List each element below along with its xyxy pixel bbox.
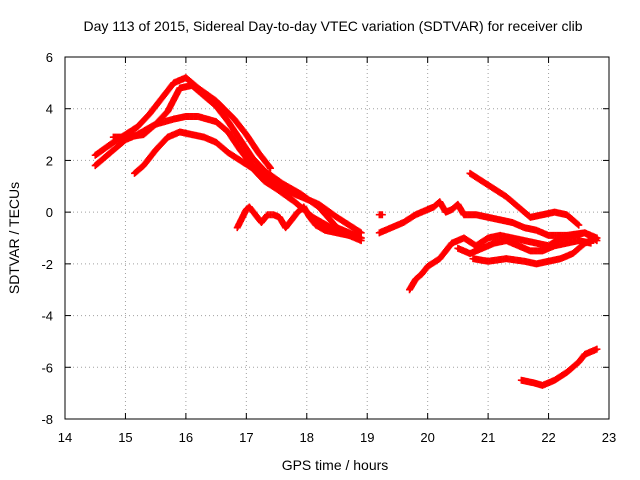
y-tick-label: -2 xyxy=(41,257,53,272)
x-tick-label: 16 xyxy=(179,430,193,445)
x-tick-label: 17 xyxy=(239,430,253,445)
x-tick-label: 14 xyxy=(58,430,72,445)
data-point xyxy=(357,234,365,242)
y-tick-label: 0 xyxy=(46,205,53,220)
y-tick-label: 2 xyxy=(46,153,53,168)
x-tick-label: 19 xyxy=(360,430,374,445)
data-point xyxy=(574,220,582,228)
x-tick-label: 15 xyxy=(118,430,132,445)
x-tick-label: 18 xyxy=(300,430,314,445)
plot-frame xyxy=(64,56,610,420)
series-arc-6 xyxy=(375,211,386,219)
y-axis-ticks: -8 -6 -4 -2 0 2 4 6 xyxy=(41,50,609,427)
x-tick-label: 22 xyxy=(541,430,555,445)
chart-title: Day 113 of 2015, Sidereal Day-to-day VTE… xyxy=(83,18,582,34)
y-axis-label: SDTVAR / TECUs xyxy=(6,182,22,294)
y-tick-label: -6 xyxy=(41,360,53,375)
data-point xyxy=(575,221,583,229)
data-point xyxy=(593,345,601,353)
series-arc-9 xyxy=(406,229,601,294)
series-arc-12 xyxy=(517,345,601,389)
x-axis-label: GPS time / hours xyxy=(282,457,389,473)
x-tick-label: 23 xyxy=(602,430,616,445)
plot-border xyxy=(64,56,610,420)
data-point xyxy=(378,211,386,219)
data-points xyxy=(91,74,601,389)
data-point xyxy=(266,163,274,171)
series-arc-11 xyxy=(469,234,601,268)
series-arc-8 xyxy=(466,169,583,229)
x-tick-label: 21 xyxy=(481,430,495,445)
y-tick-label: -4 xyxy=(41,309,53,324)
data-point xyxy=(267,164,275,172)
y-tick-label: -8 xyxy=(41,412,53,427)
data-point xyxy=(593,234,601,242)
x-tick-label: 20 xyxy=(420,430,434,445)
x-axis-ticks: 14 15 16 17 18 19 20 21 22 23 xyxy=(58,57,616,445)
y-tick-label: 6 xyxy=(46,50,53,65)
y-tick-label: 4 xyxy=(46,102,53,117)
series-arc-5 xyxy=(233,203,365,242)
